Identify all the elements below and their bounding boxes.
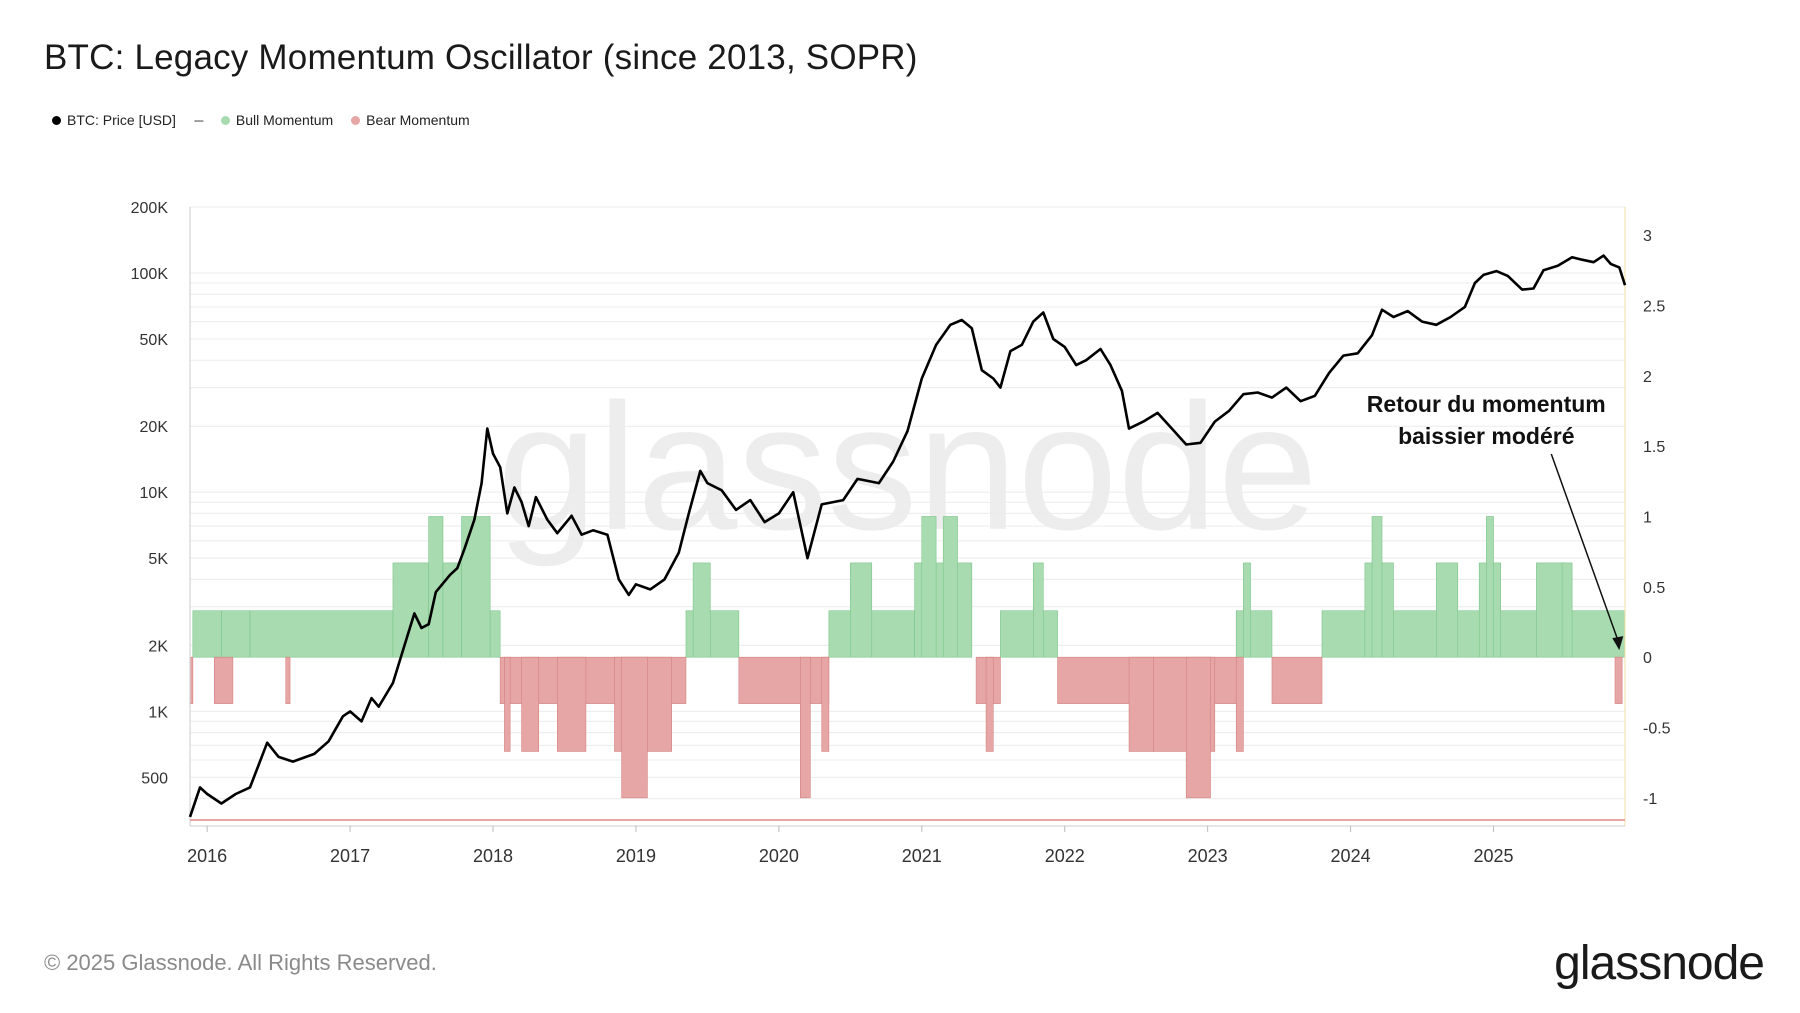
- y-left-tick-label: 500: [141, 770, 168, 787]
- x-tick-label: 2022: [1045, 846, 1085, 866]
- bear-momentum-bar: [285, 656, 291, 704]
- bull-momentum-bar: [1235, 610, 1273, 658]
- legend-item-price[interactable]: BTC: Price [USD]: [52, 112, 176, 128]
- annotation-arrow-head: [1612, 636, 1624, 651]
- y-right-tick-label: -0.5: [1643, 721, 1671, 738]
- bull-momentum-bar: [1536, 562, 1566, 658]
- legend-item-bear[interactable]: Bear Momentum: [351, 112, 470, 128]
- y-left-tick-label: 2K: [148, 638, 168, 655]
- legend-price-dot: [52, 115, 61, 125]
- bear-momentum-bar: [1128, 656, 1154, 752]
- x-tick-label: 2020: [759, 846, 799, 866]
- bull-momentum-bar: [489, 610, 501, 658]
- y-left-tick-label: 10K: [140, 485, 169, 502]
- y-left-tick-label: 5K: [148, 551, 168, 568]
- bull-momentum-bar: [221, 610, 251, 658]
- bull-momentum-bar: [942, 516, 958, 658]
- legend-bull-label: Bull Momentum: [235, 112, 334, 128]
- y-right-tick-label: 0.5: [1643, 580, 1665, 597]
- y-right-tick-label: 1: [1643, 510, 1652, 527]
- bear-momentum-bar: [213, 656, 234, 704]
- legend-bull-dot: [220, 115, 230, 125]
- legend-dash-marker: ---: [193, 113, 204, 127]
- bear-momentum-bar: [1185, 656, 1211, 799]
- x-tick-label: 2018: [473, 846, 513, 866]
- annotation-line-1: Retour du momentum: [1367, 391, 1606, 417]
- annotation-line-2: baissier modéré: [1398, 423, 1574, 449]
- bear-momentum-bar: [621, 656, 648, 799]
- legend: BTC: Price [USD] --- Bull Momentum Bear …: [52, 112, 470, 128]
- bull-momentum-bar: [1243, 562, 1251, 658]
- bear-momentum-bar: [557, 656, 587, 752]
- bear-momentum-bar: [504, 656, 511, 752]
- legend-bear-label: Bear Momentum: [366, 112, 470, 128]
- btc-price-line: [188, 254, 1627, 818]
- bull-momentum-bar: [192, 610, 222, 658]
- bear-momentum-bar: [1614, 656, 1623, 704]
- y-left-tick-label: 100K: [131, 266, 169, 283]
- y-right-tick-label: 3: [1643, 228, 1652, 245]
- bear-momentum-bar: [800, 656, 811, 799]
- bear-momentum-bar: [1235, 656, 1244, 752]
- bull-momentum-bar: [1486, 516, 1494, 658]
- y-right-tick-label: -1: [1643, 791, 1657, 808]
- bull-momentum-bar: [921, 516, 937, 658]
- y-left-tick-label: 200K: [131, 200, 169, 217]
- y-left-tick-label: 20K: [140, 419, 169, 436]
- bear-momentum-bar: [821, 656, 830, 752]
- bull-momentum-bar: [249, 610, 394, 658]
- bear-momentum-bar: [1271, 656, 1323, 704]
- axes: 200K 100K 50K 20K 10K 5K 2K 1K 500 3 2.5 2 1.5 1 0.5 0 -…: [131, 200, 1671, 866]
- y-right-tick-label: 0: [1643, 650, 1652, 667]
- bull-momentum-bar: [1000, 610, 1058, 658]
- bull-momentum-area: [192, 516, 1626, 658]
- x-tick-label: 2025: [1473, 846, 1513, 866]
- price-line-group: [188, 254, 1627, 818]
- x-tick-label: 2016: [187, 846, 227, 866]
- legend-bear-dot: [351, 115, 361, 125]
- y-right-tick-label: 2: [1643, 369, 1652, 386]
- annotation-group: Retour du momentum baissier modéré: [1367, 391, 1624, 651]
- bull-momentum-bar: [1371, 516, 1383, 658]
- y-left-tick-label: 50K: [140, 332, 169, 349]
- bear-momentum-bar: [521, 656, 540, 752]
- page-title: BTC: Legacy Momentum Oscillator (since 2…: [44, 38, 918, 77]
- x-tick-label: 2021: [902, 846, 942, 866]
- legend-price-label: BTC: Price [USD]: [67, 112, 176, 128]
- bull-momentum-bar: [850, 562, 873, 658]
- annotation-arrow-line: [1550, 453, 1620, 645]
- legend-item-dash[interactable]: ---: [193, 113, 204, 127]
- bear-momentum-bar: [738, 656, 830, 704]
- brand-logo: glassnode: [1554, 937, 1765, 990]
- watermark: glassnode: [497, 367, 1318, 568]
- legend-item-bull[interactable]: Bull Momentum: [220, 112, 334, 128]
- bull-momentum-bar: [442, 562, 462, 658]
- y-right-tick-label: 2.5: [1643, 298, 1665, 315]
- bull-momentum-bar: [1032, 562, 1044, 658]
- x-tick-label: 2023: [1188, 846, 1228, 866]
- x-tick-label: 2019: [616, 846, 656, 866]
- bull-momentum-bar: [1561, 562, 1573, 658]
- y-right-tick-label: 1.5: [1643, 439, 1665, 456]
- x-tick-label: 2017: [330, 846, 370, 866]
- bear-momentum-area: [189, 656, 1623, 799]
- bull-momentum-bar: [392, 562, 429, 658]
- bull-momentum-bar: [1436, 562, 1459, 658]
- bear-momentum-bar: [985, 656, 994, 752]
- copyright-footer: © 2025 Glassnode. All Rights Reserved.: [44, 950, 437, 975]
- y-left-tick-label: 1K: [148, 704, 168, 721]
- bull-momentum-bar: [692, 562, 711, 658]
- x-tick-label: 2024: [1331, 846, 1371, 866]
- bull-momentum-bar: [461, 516, 491, 658]
